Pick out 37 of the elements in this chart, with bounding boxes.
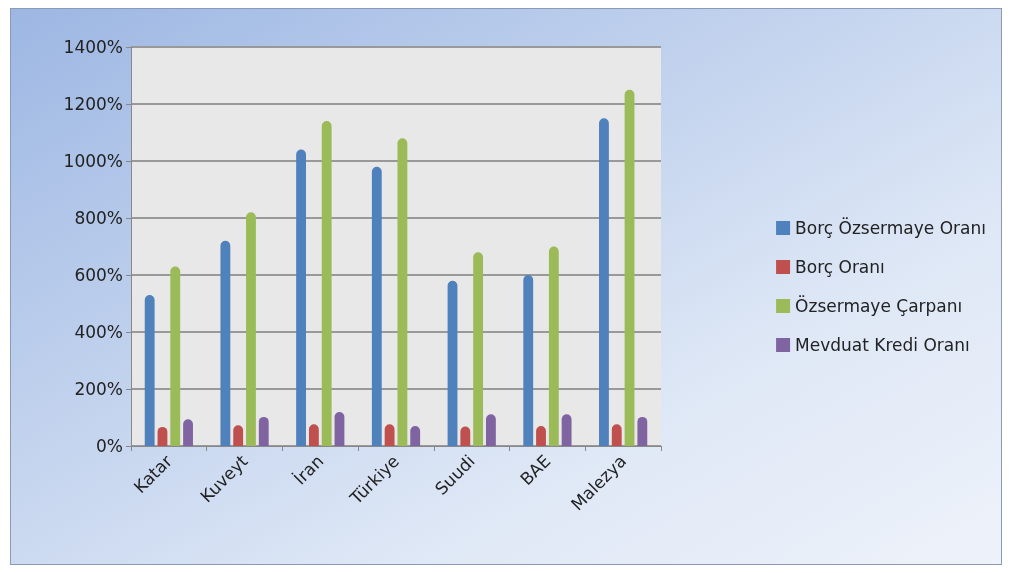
bar [334,412,345,446]
bar [384,424,395,446]
bar [599,118,609,446]
legend-label: Borç Özsermaye Oranı [795,217,987,238]
bar [233,425,244,446]
bar [144,294,155,446]
bar [220,240,231,446]
y-tick-label: 800% [74,208,123,228]
bar [308,424,319,446]
bar [371,166,382,446]
y-tick-label: 400% [74,322,123,342]
bar [296,149,307,446]
bar [170,266,181,446]
bar [624,89,635,446]
bar [473,252,484,446]
y-tick-label: 0% [96,436,123,456]
bar [258,416,269,446]
bar [523,275,534,446]
y-tick-label: 1200% [63,94,123,114]
legend-label: Özsermaye Çarpanı [795,295,963,316]
y-tick-label: 1400% [63,37,123,57]
y-tick-label: 1000% [63,151,123,171]
y-tick-label: 600% [74,265,123,285]
bar [447,280,458,446]
bar [548,246,559,446]
legend-label: Borç Oranı [795,257,885,277]
bar [246,212,256,446]
bar [321,121,332,446]
x-tick-label: İran [289,450,328,489]
bar [485,414,496,446]
y-tick-label: 200% [74,379,123,399]
bar [561,414,572,446]
bar [637,416,648,446]
bar [183,419,193,446]
bar [611,424,622,446]
legend-label: Mevduat Kredi Oranı [795,335,970,355]
bar [397,138,408,446]
